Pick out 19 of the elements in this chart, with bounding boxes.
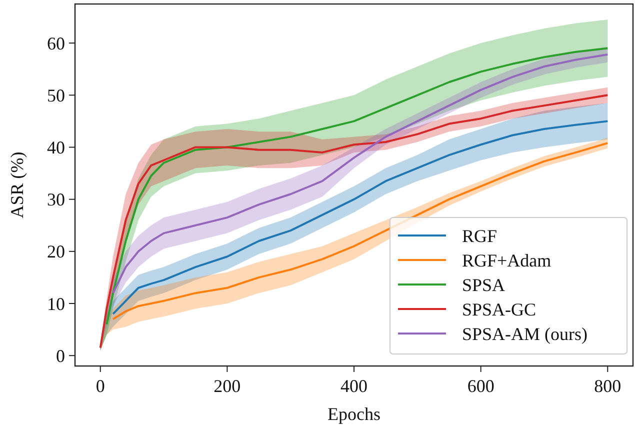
y-tick-label: 0: [56, 346, 65, 366]
x-tick-label: 800: [594, 376, 622, 396]
x-axis-title: Epochs: [328, 404, 380, 424]
x-tick-label: 200: [214, 376, 241, 396]
y-tick-label: 50: [47, 85, 65, 106]
legend-label: SPSA: [462, 274, 506, 295]
legend-label: SPSA-AM (ours): [462, 324, 588, 344]
y-tick-label: 10: [47, 294, 65, 314]
y-tick-label: 30: [47, 190, 65, 210]
legend-label: SPSA-GC: [462, 299, 536, 320]
legend-label: RGF+Adam: [462, 250, 552, 270]
legend-label: RGF: [462, 226, 498, 246]
y-axis-title: ASR (%): [7, 152, 27, 218]
y-tick-label: 20: [47, 242, 65, 262]
y-tick-label: 60: [47, 33, 65, 54]
x-tick-label: 600: [467, 376, 494, 396]
x-tick-label: 400: [340, 376, 368, 396]
x-tick-label: 0: [96, 376, 105, 396]
y-tick-label: 40: [47, 138, 65, 158]
